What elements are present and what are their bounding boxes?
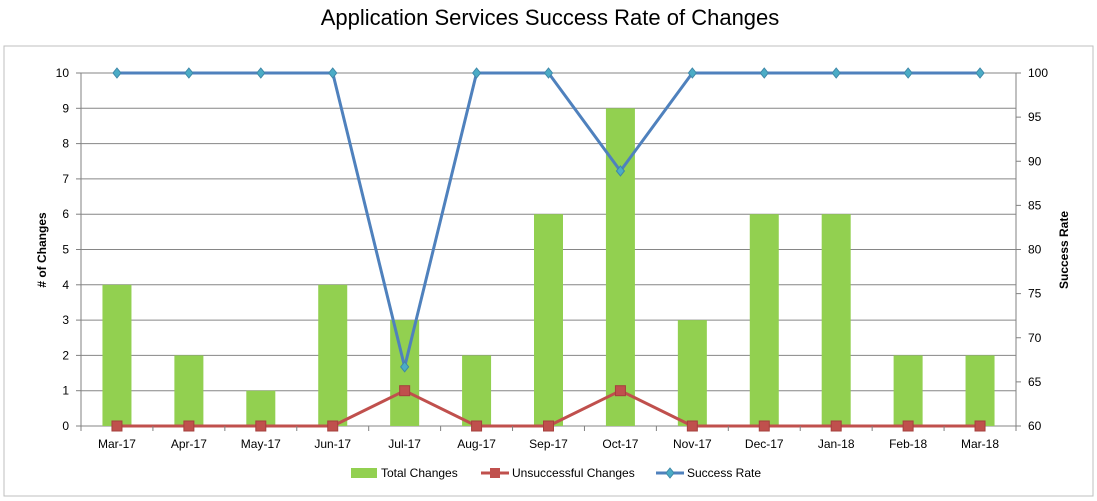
legend-swatch-unsuccessful-marker bbox=[490, 468, 500, 478]
x-tick-label: Jun-17 bbox=[314, 437, 351, 451]
y-tick-label: 0 bbox=[62, 419, 69, 433]
y-tick-label: 5 bbox=[62, 243, 69, 257]
bar-total-changes bbox=[534, 214, 563, 426]
line-series bbox=[111, 67, 986, 432]
legend-label-total-changes: Total Changes bbox=[381, 466, 458, 480]
marker-unsuccessful-changes bbox=[758, 420, 770, 432]
legend-swatch-total-changes bbox=[351, 468, 377, 478]
chart-title: Application Services Success Rate of Cha… bbox=[321, 5, 780, 30]
marker-unsuccessful-changes bbox=[543, 420, 554, 432]
x-tick-label: Nov-17 bbox=[673, 437, 712, 451]
marker-success-rate bbox=[975, 67, 985, 79]
marker-unsuccessful-changes bbox=[255, 420, 267, 432]
y-tick-label: 7 bbox=[62, 172, 69, 186]
bar-series bbox=[102, 108, 995, 427]
marker-success-rate bbox=[112, 67, 122, 79]
marker-unsuccessful-changes bbox=[686, 420, 698, 432]
x-tick-label: Oct-17 bbox=[602, 437, 638, 451]
marker-success-rate bbox=[184, 67, 194, 79]
y2-tick-label: 80 bbox=[1028, 243, 1042, 257]
marker-success-rate bbox=[831, 67, 841, 79]
legend: Total Changes Unsuccessful Changes Success… bbox=[351, 466, 761, 480]
y2-tick-label: 85 bbox=[1028, 198, 1042, 212]
y2-tick-label: 65 bbox=[1028, 375, 1042, 389]
x-tick-label: May-17 bbox=[241, 437, 281, 451]
marker-success-rate bbox=[400, 361, 410, 373]
y-tick-label: 2 bbox=[62, 348, 69, 362]
x-tick-label: Aug-17 bbox=[457, 437, 496, 451]
x-tick-label: Feb-18 bbox=[889, 437, 927, 451]
x-tick-label: Jan-18 bbox=[818, 437, 855, 451]
bar-total-changes bbox=[102, 284, 132, 426]
y2-tick-label: 70 bbox=[1028, 331, 1042, 345]
marker-success-rate bbox=[615, 165, 626, 177]
bar-total-changes bbox=[677, 320, 707, 426]
legend-label-success-rate: Success Rate bbox=[687, 466, 761, 480]
y-tick-label: 10 bbox=[56, 66, 70, 80]
y-axis-title: # of Changes bbox=[35, 212, 49, 288]
marker-unsuccessful-changes bbox=[399, 385, 411, 397]
y2-tick-label: 100 bbox=[1028, 66, 1048, 80]
x-tick-label: Mar-17 bbox=[98, 437, 136, 451]
bar-total-changes bbox=[390, 320, 420, 426]
marker-unsuccessful-changes bbox=[830, 420, 842, 432]
y-tick-label: 6 bbox=[62, 207, 69, 221]
bar-total-changes bbox=[893, 355, 923, 426]
marker-unsuccessful-changes bbox=[902, 420, 914, 432]
marker-unsuccessful-changes bbox=[111, 420, 123, 432]
bar-total-changes bbox=[246, 390, 276, 426]
marker-success-rate bbox=[903, 67, 913, 79]
marker-success-rate bbox=[543, 67, 554, 79]
y2-tick-label: 60 bbox=[1028, 419, 1042, 433]
marker-success-rate bbox=[256, 67, 266, 79]
y2-tick-label: 75 bbox=[1028, 287, 1042, 301]
x-tick-label: Jul-17 bbox=[388, 437, 421, 451]
bar-total-changes bbox=[749, 214, 779, 426]
bar-total-changes bbox=[174, 355, 204, 426]
x-tick-label: Sep-17 bbox=[529, 437, 568, 451]
x-tick-label: Apr-17 bbox=[171, 437, 207, 451]
bar-total-changes bbox=[965, 355, 995, 426]
y2-axis-title: Success Rate bbox=[1057, 211, 1071, 289]
bar-total-changes bbox=[821, 214, 851, 426]
bar-total-changes bbox=[318, 284, 348, 426]
y-tick-label: 8 bbox=[62, 137, 69, 151]
bar-total-changes bbox=[462, 355, 492, 426]
marker-unsuccessful-changes bbox=[974, 420, 986, 432]
y2-tick-label: 95 bbox=[1028, 110, 1042, 124]
y-tick-label: 1 bbox=[62, 384, 69, 398]
y-tick-label: 3 bbox=[62, 313, 69, 327]
marker-success-rate bbox=[759, 67, 769, 79]
marker-unsuccessful-changes bbox=[471, 420, 483, 432]
y2-tick-label: 90 bbox=[1028, 154, 1042, 168]
bar-total-changes bbox=[605, 108, 635, 427]
x-tick-label: Dec-17 bbox=[745, 437, 784, 451]
y-tick-label: 4 bbox=[62, 278, 69, 292]
x-tick-label: Mar-18 bbox=[961, 437, 999, 451]
marker-success-rate bbox=[687, 67, 697, 79]
marker-success-rate bbox=[471, 67, 482, 79]
legend-label-unsuccessful-changes: Unsuccessful Changes bbox=[512, 466, 635, 480]
marker-success-rate bbox=[328, 67, 338, 79]
marker-unsuccessful-changes bbox=[183, 420, 195, 432]
marker-unsuccessful-changes bbox=[327, 420, 339, 432]
y-tick-label: 9 bbox=[62, 101, 69, 115]
marker-unsuccessful-changes bbox=[614, 385, 626, 397]
axes: 0 1 2 3 4 5 6 7 8 9 10 60 65 70 75 80 85 90 95 100 Mar-17 Apr… bbox=[56, 66, 1049, 451]
legend-swatch-success-marker bbox=[665, 467, 675, 479]
